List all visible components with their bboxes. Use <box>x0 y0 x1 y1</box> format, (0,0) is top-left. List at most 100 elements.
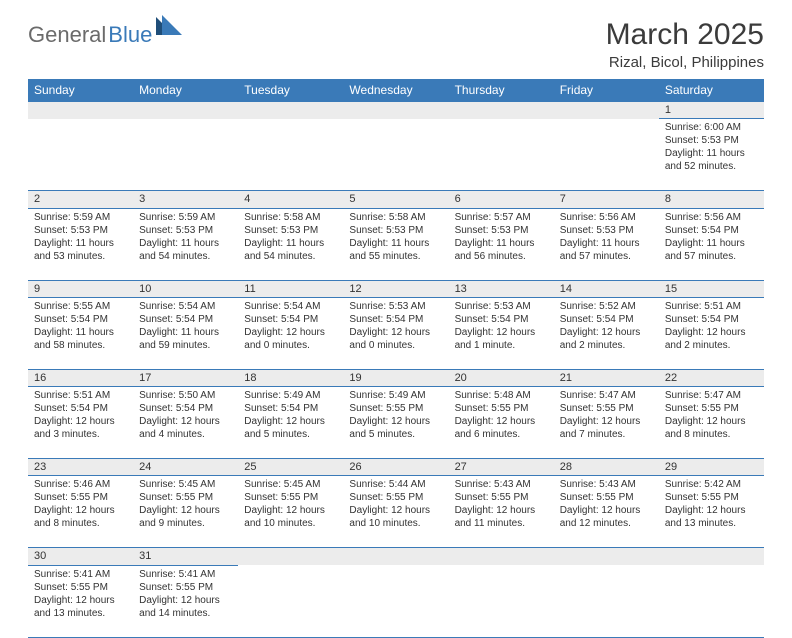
daynum-cell <box>449 548 554 565</box>
daynum-cell: 15 <box>659 280 764 297</box>
sunset-text: Sunset: 5:55 PM <box>665 402 758 415</box>
sunrise-text: Sunrise: 5:59 AM <box>34 211 127 224</box>
sunrise-text: Sunrise: 5:45 AM <box>244 478 337 491</box>
daynum-cell: 5 <box>343 191 448 208</box>
daylight-text: Daylight: 12 hours and 13 minutes. <box>665 504 758 530</box>
daylight-text: Daylight: 12 hours and 13 minutes. <box>34 594 127 620</box>
logo: General Blue <box>28 22 184 48</box>
daynum-cell <box>554 102 659 119</box>
day-number: 1 <box>665 104 671 116</box>
sunset-text: Sunset: 5:55 PM <box>455 491 548 504</box>
sunset-text: Sunset: 5:55 PM <box>139 491 232 504</box>
day-number: 16 <box>34 372 46 384</box>
calendar-row: Sunrise: 5:55 AMSunset: 5:54 PMDaylight:… <box>28 297 764 369</box>
day-number: 6 <box>455 193 461 205</box>
daynum-cell <box>28 102 133 119</box>
daylight-text: Daylight: 11 hours and 54 minutes. <box>139 237 232 263</box>
sunrise-text: Sunrise: 6:00 AM <box>665 121 758 134</box>
daynum-cell: 3 <box>133 191 238 208</box>
day-header: Monday <box>133 79 238 102</box>
calendar-cell: Sunrise: 5:45 AMSunset: 5:55 PMDaylight:… <box>133 476 238 548</box>
day-number: 30 <box>34 550 46 562</box>
sunrise-text: Sunrise: 5:59 AM <box>139 211 232 224</box>
daylight-text: Daylight: 12 hours and 8 minutes. <box>665 415 758 441</box>
day-number: 28 <box>560 461 572 473</box>
daynum-row: 30 31 <box>28 548 764 565</box>
calendar-cell: Sunrise: 5:56 AMSunset: 5:54 PMDaylight:… <box>659 208 764 280</box>
day-number: 27 <box>455 461 467 473</box>
calendar-cell: Sunrise: 5:51 AMSunset: 5:54 PMDaylight:… <box>659 297 764 369</box>
daynum-row: 1 <box>28 102 764 119</box>
sunset-text: Sunset: 5:55 PM <box>665 491 758 504</box>
daylight-text: Daylight: 12 hours and 0 minutes. <box>244 326 337 352</box>
daylight-text: Daylight: 11 hours and 59 minutes. <box>139 326 232 352</box>
day-number: 11 <box>244 283 255 295</box>
daynum-cell: 20 <box>449 369 554 386</box>
daynum-cell <box>449 102 554 119</box>
calendar-cell <box>554 119 659 191</box>
daynum-cell: 13 <box>449 280 554 297</box>
calendar-cell: Sunrise: 5:53 AMSunset: 5:54 PMDaylight:… <box>343 297 448 369</box>
calendar-cell: Sunrise: 5:44 AMSunset: 5:55 PMDaylight:… <box>343 476 448 548</box>
daynum-cell: 23 <box>28 459 133 476</box>
daynum-cell <box>238 548 343 565</box>
daynum-cell: 21 <box>554 369 659 386</box>
sunrise-text: Sunrise: 5:53 AM <box>455 300 548 313</box>
daylight-text: Daylight: 12 hours and 10 minutes. <box>244 504 337 530</box>
daynum-cell: 8 <box>659 191 764 208</box>
calendar-cell: Sunrise: 5:51 AMSunset: 5:54 PMDaylight:… <box>28 387 133 459</box>
sunrise-text: Sunrise: 5:56 AM <box>665 211 758 224</box>
day-number: 5 <box>349 193 355 205</box>
month-title: March 2025 <box>606 18 764 52</box>
daylight-text: Daylight: 11 hours and 54 minutes. <box>244 237 337 263</box>
daynum-row: 9101112131415 <box>28 280 764 297</box>
calendar-row: Sunrise: 6:00 AMSunset: 5:53 PMDaylight:… <box>28 119 764 191</box>
calendar-cell <box>133 119 238 191</box>
sunset-text: Sunset: 5:54 PM <box>244 402 337 415</box>
sunrise-text: Sunrise: 5:58 AM <box>244 211 337 224</box>
day-number: 2 <box>34 193 40 205</box>
daylight-text: Daylight: 12 hours and 8 minutes. <box>34 504 127 530</box>
daynum-cell: 12 <box>343 280 448 297</box>
daynum-cell: 2 <box>28 191 133 208</box>
daynum-cell: 27 <box>449 459 554 476</box>
calendar-cell <box>343 119 448 191</box>
location-text: Rizal, Bicol, Philippines <box>606 54 764 71</box>
daynum-cell: 16 <box>28 369 133 386</box>
calendar-cell: Sunrise: 5:41 AMSunset: 5:55 PMDaylight:… <box>28 565 133 637</box>
daynum-cell: 17 <box>133 369 238 386</box>
calendar-cell: Sunrise: 5:59 AMSunset: 5:53 PMDaylight:… <box>133 208 238 280</box>
sunset-text: Sunset: 5:54 PM <box>139 313 232 326</box>
calendar-cell <box>449 119 554 191</box>
day-number: 25 <box>244 461 256 473</box>
sunset-text: Sunset: 5:53 PM <box>349 224 442 237</box>
daylight-text: Daylight: 12 hours and 2 minutes. <box>560 326 653 352</box>
daynum-cell <box>554 548 659 565</box>
sunrise-text: Sunrise: 5:57 AM <box>455 211 548 224</box>
sunset-text: Sunset: 5:55 PM <box>349 402 442 415</box>
sunrise-text: Sunrise: 5:54 AM <box>244 300 337 313</box>
day-number: 13 <box>455 283 467 295</box>
daynum-cell <box>343 102 448 119</box>
day-number: 26 <box>349 461 361 473</box>
calendar-cell: Sunrise: 5:47 AMSunset: 5:55 PMDaylight:… <box>659 387 764 459</box>
daylight-text: Daylight: 11 hours and 53 minutes. <box>34 237 127 263</box>
daynum-cell: 11 <box>238 280 343 297</box>
daynum-cell: 24 <box>133 459 238 476</box>
logo-triangle-icon <box>156 13 184 40</box>
calendar-cell <box>659 565 764 637</box>
sunrise-text: Sunrise: 5:42 AM <box>665 478 758 491</box>
sunrise-text: Sunrise: 5:41 AM <box>34 568 127 581</box>
calendar-cell: Sunrise: 5:41 AMSunset: 5:55 PMDaylight:… <box>133 565 238 637</box>
daynum-cell: 7 <box>554 191 659 208</box>
day-header: Tuesday <box>238 79 343 102</box>
calendar-cell: Sunrise: 5:45 AMSunset: 5:55 PMDaylight:… <box>238 476 343 548</box>
calendar-row: Sunrise: 5:46 AMSunset: 5:55 PMDaylight:… <box>28 476 764 548</box>
daynum-cell: 31 <box>133 548 238 565</box>
daylight-text: Daylight: 11 hours and 57 minutes. <box>560 237 653 263</box>
daynum-cell <box>133 102 238 119</box>
sunset-text: Sunset: 5:53 PM <box>665 134 758 147</box>
sunset-text: Sunset: 5:55 PM <box>560 402 653 415</box>
daynum-cell: 19 <box>343 369 448 386</box>
sunrise-text: Sunrise: 5:45 AM <box>139 478 232 491</box>
